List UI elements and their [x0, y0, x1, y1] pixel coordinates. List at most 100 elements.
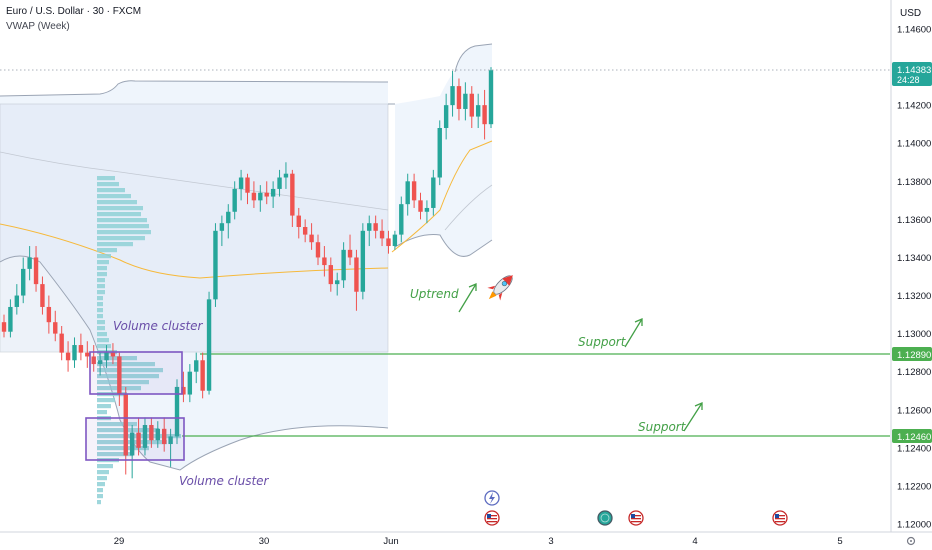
candle: [264, 181, 269, 205]
candle: [399, 196, 404, 243]
candle: [40, 276, 45, 315]
candle: [59, 326, 64, 361]
candle: [142, 417, 148, 456]
candle: [245, 173, 250, 205]
candle: [161, 417, 167, 452]
candle: [424, 200, 430, 224]
lightning-icon[interactable]: [484, 490, 500, 506]
candle: [206, 291, 212, 395]
candle: [117, 352, 122, 406]
y-tick-label: 1.13000: [897, 329, 931, 340]
candle: [129, 425, 135, 479]
uptrend-label: Uptrend: [410, 287, 459, 301]
settings-icon[interactable]: [906, 536, 916, 546]
candle: [46, 295, 52, 334]
candle: [367, 215, 372, 247]
candle-countdown: 24:28: [897, 75, 920, 85]
candle: [149, 417, 154, 448]
y-tick-label: 1.13200: [897, 291, 931, 302]
candle: [219, 215, 225, 247]
current-price-label: 1.14383: [897, 65, 931, 76]
candle: [187, 364, 193, 403]
candle: [341, 242, 346, 288]
candle: [78, 333, 84, 361]
candle: [309, 223, 314, 250]
y-tick-label: 1.14000: [897, 139, 931, 150]
x-tick-label: 3: [548, 536, 553, 547]
candle: [347, 234, 353, 266]
us-flag-icon[interactable]: [484, 510, 500, 526]
x-tick-label: 4: [692, 536, 697, 547]
candle: [85, 341, 90, 368]
candle: [373, 215, 378, 239]
vwap-line: [0, 140, 493, 279]
candle: [258, 185, 263, 212]
y-tick-label: 1.13800: [897, 177, 931, 188]
support-arrow-upper[interactable]: [624, 318, 643, 348]
y-tick-label: 1.14600: [897, 25, 931, 36]
x-tick-label: 29: [114, 536, 125, 547]
candle: [469, 86, 474, 128]
candle: [405, 173, 410, 216]
y-tick-label: 1.12600: [897, 405, 931, 416]
candle: [443, 93, 449, 140]
candle: [431, 169, 436, 216]
candle: [270, 181, 276, 208]
support-arrow-lower[interactable]: [683, 402, 703, 432]
us-flag-icon[interactable]: [628, 510, 644, 526]
fixed-range-profile-box: [0, 103, 389, 353]
globe-icon[interactable]: [597, 510, 613, 526]
candle: [335, 272, 340, 296]
us-flag-icon[interactable]: [772, 510, 788, 526]
vwap-inner-upper: [0, 151, 493, 231]
candle: [232, 181, 237, 220]
candle: [251, 181, 257, 208]
uptrend-arrow[interactable]: [458, 283, 477, 313]
support-level-label-upper: 1.12890: [897, 350, 931, 361]
candle: [27, 246, 32, 281]
candle: [283, 162, 289, 189]
chart-symbol-title[interactable]: Euro / U.S. Dollar · 30 · FXCM: [6, 6, 142, 17]
candle: [226, 204, 231, 239]
candle: [386, 230, 391, 254]
candle: [1, 314, 7, 338]
support-label-upper: Support: [578, 335, 627, 349]
candle: [450, 70, 455, 117]
candle: [53, 310, 58, 342]
candle: [322, 246, 327, 277]
volume-cluster-label-upper: Volume cluster: [113, 319, 204, 333]
candle: [360, 223, 366, 300]
candle: [8, 299, 13, 338]
support-badge-upper: [892, 347, 932, 361]
x-tick-label: Jun: [383, 536, 398, 547]
candle: [488, 67, 494, 128]
candle: [110, 343, 116, 365]
candle: [91, 345, 96, 372]
candle: [238, 169, 244, 201]
price-axis-currency: USD: [900, 8, 921, 19]
price-axis[interactable]: [891, 0, 932, 532]
volume-cluster-box-lower[interactable]: [85, 417, 185, 461]
x-tick-label: 5: [837, 536, 842, 547]
candle: [482, 89, 487, 140]
y-tick-label: 1.12800: [897, 367, 931, 378]
x-tick-label: 30: [259, 536, 270, 547]
candle: [155, 421, 160, 448]
candle: [290, 169, 295, 227]
y-tick-label: 1.14200: [897, 101, 931, 112]
candle: [437, 120, 442, 186]
candle: [354, 249, 359, 311]
candle: [174, 379, 180, 445]
candle: [411, 173, 417, 208]
volume-cluster-box-upper[interactable]: [89, 351, 183, 395]
indicator-title[interactable]: VWAP (Week): [6, 21, 70, 32]
candle: [277, 169, 282, 197]
candle: [392, 230, 398, 250]
candle: [302, 219, 308, 243]
candle: [104, 345, 109, 368]
candle: [136, 417, 141, 456]
candle: [194, 352, 199, 384]
candle: [33, 246, 39, 292]
current-price-badge: [892, 62, 932, 86]
